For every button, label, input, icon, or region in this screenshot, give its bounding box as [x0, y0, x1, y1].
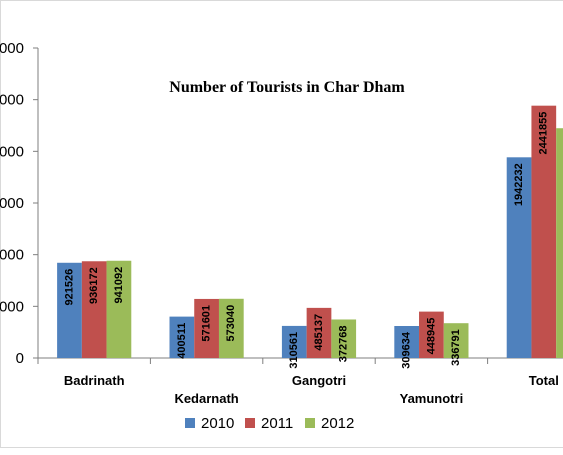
y-tick-label: 000 — [0, 92, 24, 109]
y-tick-label: 000 — [0, 143, 24, 160]
data-label: 336791 — [450, 329, 462, 366]
x-category-label: Badrinath — [64, 373, 125, 388]
data-label: 448945 — [425, 318, 437, 355]
data-label: 400511 — [176, 323, 188, 359]
legend-swatch — [185, 418, 195, 428]
legend-swatch — [245, 418, 255, 428]
data-label: 921526 — [63, 269, 75, 306]
legend: 2010 2011 2012 — [185, 415, 354, 432]
data-label: 573040 — [225, 305, 237, 342]
x-category-label: Total — [529, 373, 559, 388]
chart-title: Number of Tourists in Char Dham — [169, 79, 405, 96]
data-label: 309634 — [401, 331, 413, 369]
y-tick-label: 000 — [0, 298, 24, 315]
data-label: 941092 — [113, 267, 125, 304]
data-label: 485137 — [313, 314, 325, 351]
y-tick-label: 000 — [0, 40, 24, 57]
data-label: 310561 — [288, 332, 300, 369]
y-tick-label: 000 — [0, 247, 24, 264]
legend-swatch — [305, 418, 315, 428]
bar-2012 — [556, 128, 563, 358]
data-label: 372768 — [338, 325, 350, 362]
x-category-label: Gangotri — [292, 373, 346, 388]
y-tick-label: 0 — [16, 350, 24, 367]
legend-label: 2012 — [321, 415, 354, 432]
data-label: 2441855 — [538, 112, 550, 155]
x-category-label: Kedarnath — [174, 391, 238, 406]
x-category-label: Yamunotri — [400, 391, 464, 406]
legend-label: 2010 — [201, 415, 234, 432]
legend-label: 2011 — [261, 415, 293, 432]
y-tick-label: 000 — [0, 195, 24, 212]
data-label: 936172 — [88, 267, 100, 304]
data-label: 1942232 — [513, 163, 525, 206]
data-label: 571601 — [201, 305, 213, 342]
